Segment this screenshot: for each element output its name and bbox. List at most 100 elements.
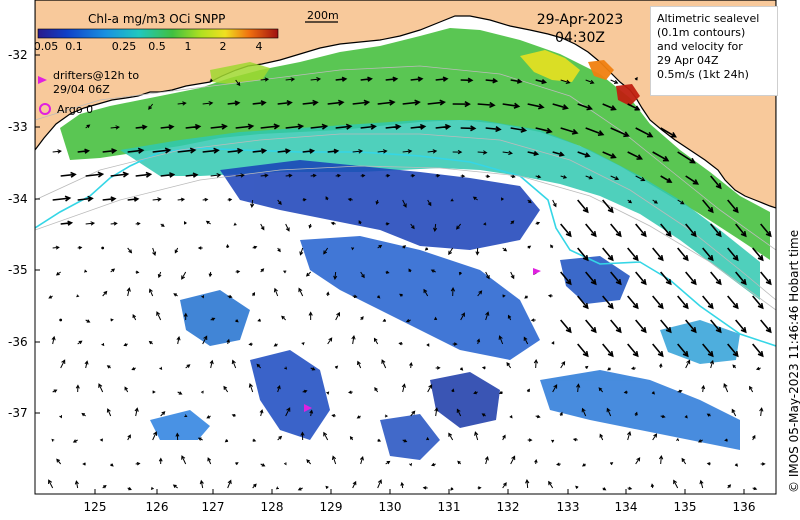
velocity-arrow [602,295,614,310]
velocity-arrow [76,294,80,298]
velocity-arrow [652,199,658,204]
velocity-arrow [331,455,337,465]
velocity-arrow [327,148,340,154]
velocity-arrow [602,343,614,358]
velocity-arrow [477,290,483,297]
velocity-arrow [231,359,237,369]
velocity-arrow [759,407,764,417]
velocity-arrow [398,342,403,346]
velocity-arrow [581,463,586,467]
velocity-arrow [485,174,491,178]
velocity-arrow [285,77,296,82]
velocity-arrow [732,364,737,369]
velocity-arrow [331,414,336,418]
velocity-arrow [452,100,471,108]
velocity-arrow [778,432,782,440]
colorbar-tick-label: 0.05 [33,40,59,53]
velocity-arrow [360,316,364,321]
velocity-arrow [452,342,458,346]
velocity-arrow [427,99,446,106]
velocity-arrow [585,127,605,136]
argo-legend-icon [39,103,51,115]
velocity-arrow [352,149,364,154]
velocity-arrow [135,461,141,466]
drifters-legend-line2: 29/04 06Z [53,83,110,96]
velocity-arrow [382,318,386,322]
velocity-arrow [551,341,555,345]
velocity-arrow [452,149,463,155]
velocity-arrow [156,311,162,321]
velocity-arrow [752,486,758,491]
velocity-arrow [327,99,345,106]
velocity-arrow [252,148,268,154]
velocity-arrow [577,103,593,111]
velocity-arrow [199,479,204,489]
velocity-arrow [448,432,454,441]
velocity-arrow [533,358,539,369]
velocity-arrow [749,385,754,393]
colorbar-tick-label: 1 [184,40,192,53]
velocity-arrow [351,334,356,345]
velocity-arrow [609,462,614,466]
velocity-arrow [430,269,436,273]
velocity-arrow [360,123,377,130]
velocity-arrow [235,173,245,178]
velocity-arrow [634,411,638,417]
longitude-tick-label: 125 [83,500,107,514]
longitude-tick-label: 126 [145,500,169,514]
velocity-arrow [701,384,706,393]
velocity-arrow [309,409,314,417]
velocity-arrow [226,338,230,345]
velocity-arrow [610,127,630,138]
velocity-arrow [300,431,305,441]
velocity-arrow [735,319,747,334]
velocity-arrow [651,391,655,395]
velocity-arrow [681,457,687,465]
velocity-arrow [227,198,233,202]
velocity-arrow [225,244,230,249]
velocity-arrow [385,76,399,82]
velocity-arrow [677,151,696,164]
velocity-arrow [207,457,212,465]
velocity-arrow [635,175,646,182]
velocity-arrow [385,174,391,178]
velocity-arrow [72,439,78,443]
velocity-arrow [510,220,515,225]
velocity-arrow [277,199,282,206]
velocity-arrow [660,223,672,238]
velocity-arrow [551,439,555,444]
velocity-arrow [248,342,253,346]
velocity-arrow [450,487,454,491]
drifter-legend-icon [38,76,47,84]
velocity-arrow [175,432,180,441]
velocity-arrow [451,388,455,393]
velocity-arrow [602,247,614,262]
velocity-arrow [460,312,465,321]
velocity-arrow [585,175,594,180]
velocity-arrow [299,247,304,256]
velocity-arrow [535,414,541,419]
velocity-arrow [483,222,487,226]
velocity-arrow [158,457,163,465]
velocity-arrow [284,366,288,370]
velocity-arrow [677,199,685,205]
velocity-arrow [635,271,647,286]
velocity-arrow [160,411,166,417]
velocity-arrow [610,319,622,334]
velocity-arrow [502,247,508,252]
velocity-arrow [148,340,153,345]
velocity-arrow [360,173,366,178]
velocity-arrow [627,199,633,204]
velocity-arrow [235,79,241,87]
colorbar-tick-label: 0.25 [111,40,137,53]
velocity-arrow [135,270,140,274]
velocity-arrow [477,101,496,109]
chl-yellow-patch [520,50,580,82]
velocity-arrow [510,174,516,179]
velocity-arrow [275,486,279,490]
velocity-arrow [472,196,478,201]
velocity-arrow [556,462,561,466]
velocity-arrow [659,363,663,369]
velocity-arrow [374,387,379,393]
velocity-arrow [77,340,83,345]
